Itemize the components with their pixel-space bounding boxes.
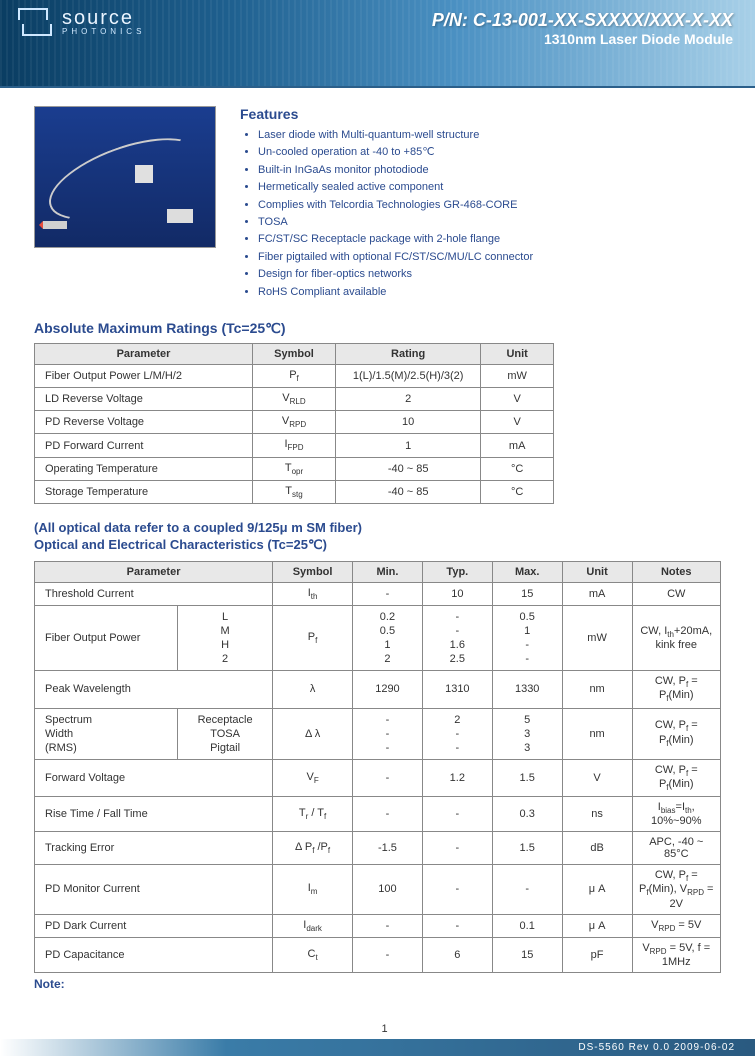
table-row: Operating TemperatureTopr-40 ~ 85°C (35, 457, 554, 480)
abs-max-table: ParameterSymbolRatingUnit Fiber Output P… (34, 343, 554, 504)
feature-item: Un-cooled operation at -40 to +85℃ (258, 145, 533, 160)
logo-mark-icon (18, 8, 52, 36)
table-header: Rating (336, 343, 481, 364)
table-row: Fiber Output Power L/M/H/2Pf1(L)/1.5(M)/… (35, 364, 554, 387)
brand-tagline: PHOTONICS (62, 28, 145, 36)
table-row: PD Dark CurrentIdark--0.1μ AVRPD = 5V (35, 914, 721, 937)
table-header: Symbol (252, 343, 335, 364)
features-section: Features Laser diode with Multi-quantum-… (240, 106, 533, 302)
feature-item: Design for fiber-optics networks (258, 267, 533, 282)
brand-name: source (62, 8, 145, 28)
note-label: Note: (34, 977, 721, 991)
table-row: Peak Wavelengthλ129013101330nmCW, Pf = P… (35, 671, 721, 708)
table-row: PD Monitor CurrentIm100--μ ACW, Pf = Pf(… (35, 865, 721, 914)
table-row: Forward VoltageVF-1.21.5VCW, Pf = Pf(Min… (35, 759, 721, 796)
table-header: Unit (481, 343, 554, 364)
page-number: 1 (94, 1023, 675, 1035)
table-row: PD Forward CurrentIFPD1mA (35, 434, 554, 457)
table-row: PD CapacitanceCt-615pFVRPD = 5V, f = 1MH… (35, 937, 721, 972)
feature-item: Hermetically sealed active component (258, 180, 533, 195)
optical-table: ParameterSymbolMin.Typ.Max.UnitNotes Thr… (34, 561, 721, 973)
feature-item: RoHS Compliant available (258, 285, 533, 300)
product-photo (34, 106, 216, 248)
features-title: Features (240, 106, 533, 122)
table-row: Threshold CurrentIth-1015mACW (35, 583, 721, 606)
footer-docinfo: DS-5560 Rev 0.0 2009-06-02 (0, 1039, 755, 1056)
feature-item: Fiber pigtailed with optional FC/ST/SC/M… (258, 250, 533, 265)
table-header: Parameter (35, 343, 253, 364)
table-row: LD Reverse VoltageVRLD2V (35, 388, 554, 411)
table-row: Rise Time / Fall TimeTr / Tf--0.3nsIbias… (35, 796, 721, 831)
page-header: source PHOTONICS P/N: C-13-001-XX-SXXXX/… (0, 0, 755, 86)
table-row: Storage TemperatureTstg-40 ~ 85°C (35, 480, 554, 503)
optical-pretitle: (All optical data refer to a coupled 9/1… (34, 520, 721, 535)
optical-title: Optical and Electrical Characteristics (… (34, 537, 721, 553)
feature-item: FC/ST/SC Receptacle package with 2-hole … (258, 232, 533, 247)
table-row: Tracking ErrorΔ Pf /Pf-1.5-1.5dBAPC, -40… (35, 832, 721, 865)
features-list: Laser diode with Multi-quantum-well stru… (240, 128, 533, 300)
feature-item: Complies with Telcordia Technologies GR-… (258, 198, 533, 213)
product-subtitle: 1310nm Laser Diode Module (432, 31, 733, 47)
table-row: Fiber Output PowerLMH2Pf0.20.512--1.62.5… (35, 606, 721, 671)
feature-item: Built-in InGaAs monitor photodiode (258, 163, 533, 178)
abs-max-title: Absolute Maximum Ratings (Tc=25℃) (34, 320, 721, 337)
feature-item: Laser diode with Multi-quantum-well stru… (258, 128, 533, 143)
table-row: PD Reverse VoltageVRPD10V (35, 411, 554, 434)
table-row: SpectrumWidth(RMS)ReceptacleTOSAPigtailΔ… (35, 708, 721, 759)
feature-item: TOSA (258, 215, 533, 230)
part-number: P/N: C-13-001-XX-SXXXX/XXX-X-XX (432, 10, 733, 31)
